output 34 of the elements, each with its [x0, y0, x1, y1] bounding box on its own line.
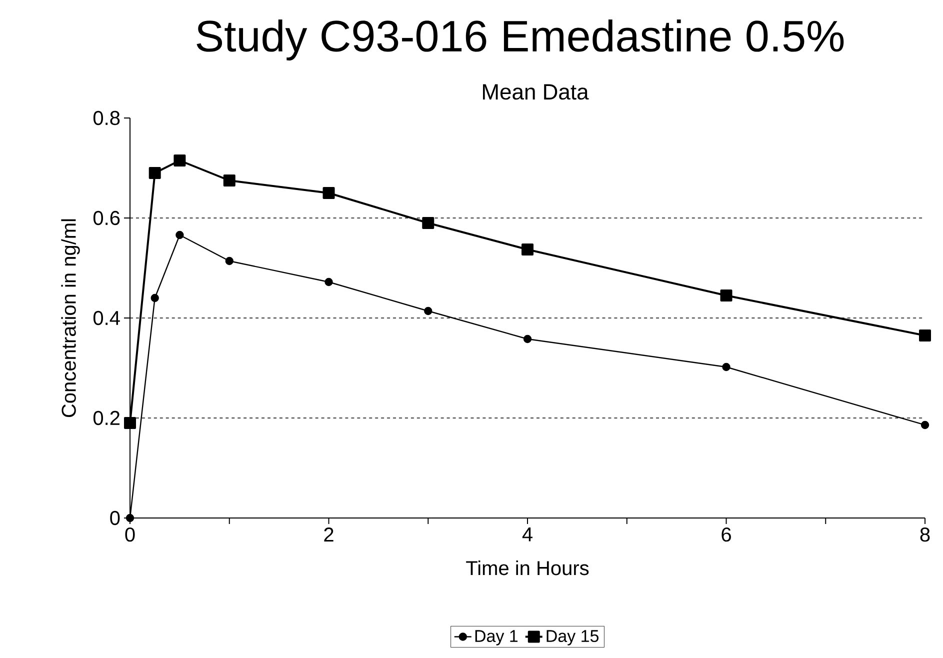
y-tick-label: 0.6: [93, 210, 120, 226]
point: [523, 334, 532, 344]
point: [422, 216, 434, 229]
point: [174, 154, 186, 166]
legend-label: Day 1: [475, 630, 518, 646]
point: [124, 416, 136, 429]
y-tick-label: 0.8: [93, 110, 120, 126]
point: [126, 514, 134, 522]
point: [424, 306, 432, 316]
legend-label: Day 15: [546, 630, 598, 646]
point: [722, 362, 730, 372]
point: [176, 230, 184, 240]
point: [919, 329, 932, 342]
y-tick-label: 0.4: [93, 310, 120, 326]
point: [223, 174, 236, 186]
point: [522, 243, 534, 256]
x-tick-label: 4: [522, 528, 532, 542]
x-tick-label: 6: [722, 528, 731, 542]
y-tick-label: 0: [110, 510, 120, 526]
point: [148, 166, 161, 179]
point: [225, 256, 234, 266]
point: [322, 186, 335, 199]
point: [324, 278, 333, 286]
chart-subtitle: Mean Data: [483, 84, 589, 100]
y-axis-title: Concentration in ng/ml: [61, 219, 80, 418]
x-tick-label: 0: [125, 528, 135, 542]
point: [920, 420, 930, 430]
y-tick-label: 0.2: [93, 410, 120, 426]
chart-title: Study C93-016 Emedastine 0.5%: [196, 19, 844, 60]
x-axis-title: Time in Hours: [466, 560, 589, 576]
point: [150, 294, 159, 302]
x-tick-label: 2: [324, 528, 334, 542]
point: [720, 289, 732, 302]
x-tick-label: 8: [920, 528, 930, 542]
